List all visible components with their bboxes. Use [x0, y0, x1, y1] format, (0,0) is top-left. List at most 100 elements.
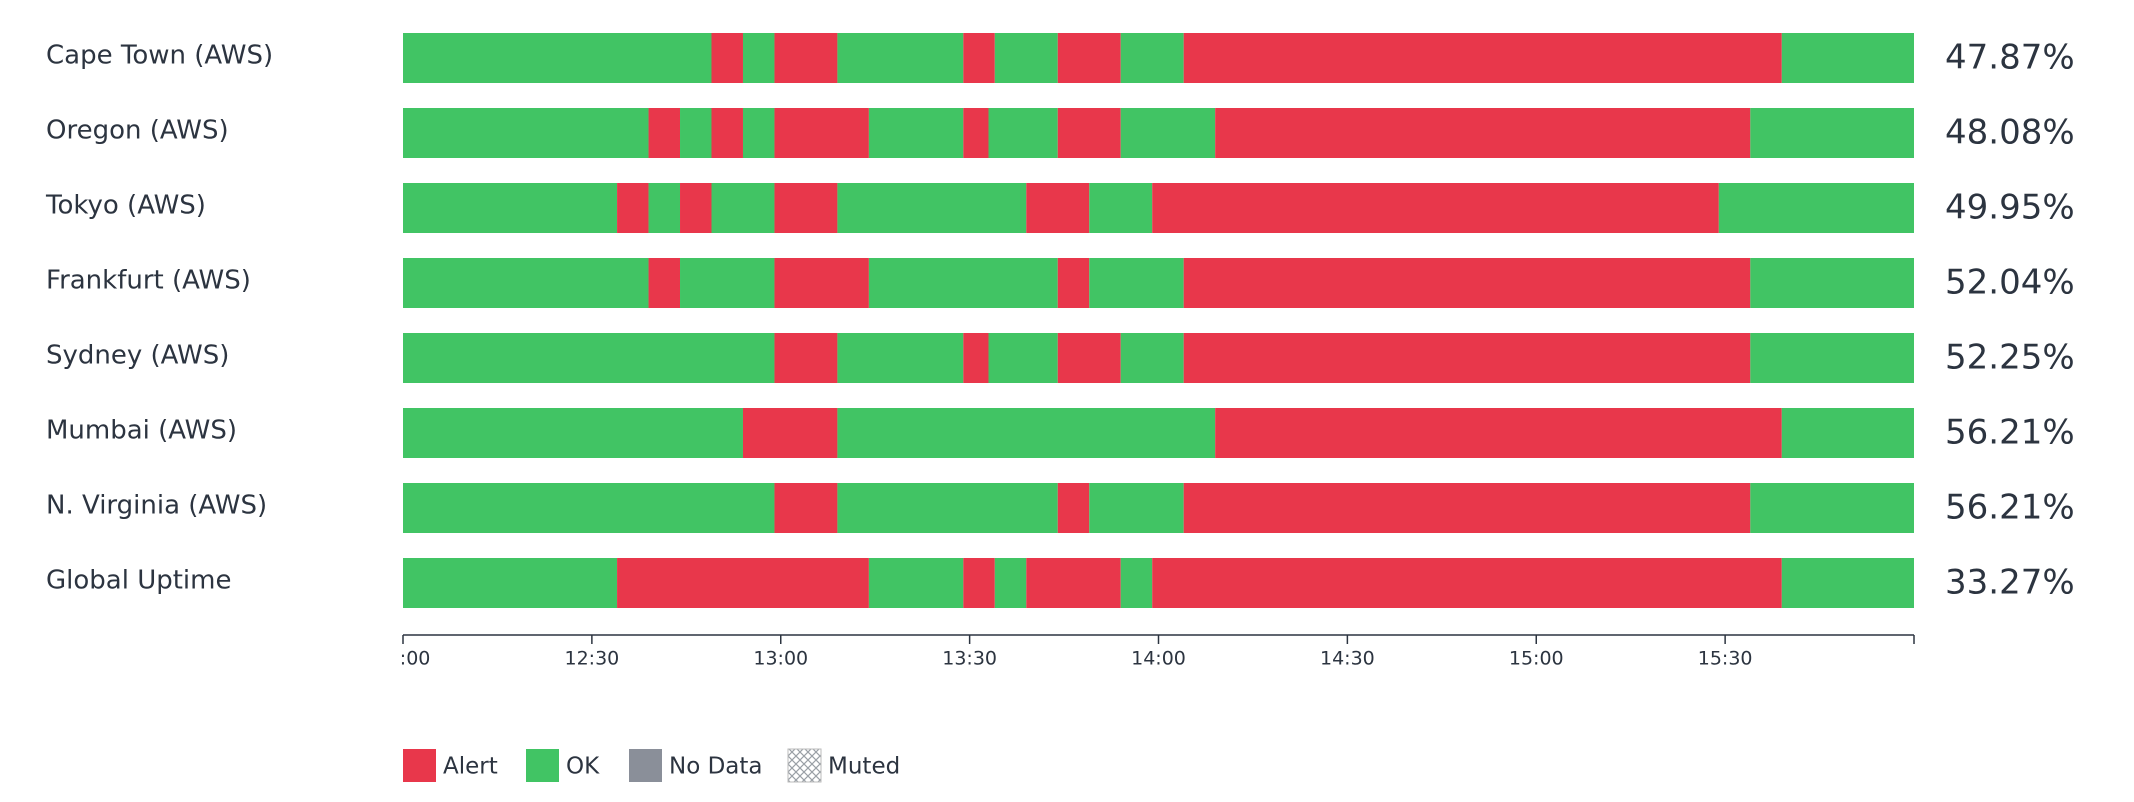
- status-segment: [988, 108, 1058, 158]
- status-segment: [963, 108, 989, 158]
- legend-label: OK: [566, 754, 600, 780]
- x-tick-label: 14:00: [1131, 648, 1186, 670]
- status-segment: [680, 108, 712, 158]
- legend-swatch: [403, 749, 436, 782]
- status-segment: [403, 183, 618, 233]
- status-segment: [403, 483, 775, 533]
- status-segment: [403, 258, 649, 308]
- status-segment: [1781, 408, 1914, 458]
- status-segment: [837, 408, 1216, 458]
- x-tick-label: 12:00: [376, 648, 431, 670]
- uptime-value: 47.87%: [1945, 38, 2075, 78]
- status-segment: [963, 558, 995, 608]
- x-tick-label: 12:30: [564, 648, 619, 670]
- legend-label: Alert: [443, 754, 498, 780]
- uptime-value: 52.04%: [1945, 263, 2075, 303]
- status-segment: [837, 183, 1027, 233]
- uptime-value: 56.21%: [1945, 488, 2075, 528]
- uptime-value: 49.95%: [1945, 188, 2075, 228]
- legend-swatch: [787, 748, 822, 783]
- status-segment: [774, 483, 838, 533]
- status-segment: [711, 108, 743, 158]
- status-segment: [868, 258, 1058, 308]
- x-tick-label: 14:30: [1320, 648, 1375, 670]
- status-segment: [680, 183, 712, 233]
- status-segment: [1152, 183, 1719, 233]
- status-segment: [774, 183, 838, 233]
- status-segment: [1120, 33, 1184, 83]
- status-segment: [1120, 108, 1216, 158]
- uptime-value: 33.27%: [1945, 563, 2075, 603]
- status-segment: [1089, 258, 1184, 308]
- status-segment: [1718, 183, 1914, 233]
- status-segment: [1057, 483, 1090, 533]
- status-segment: [1057, 33, 1121, 83]
- row-label: N. Virginia (AWS): [46, 491, 267, 521]
- row-label: Global Uptime: [46, 566, 231, 596]
- status-segment: [711, 33, 743, 83]
- x-tick-label: 15:00: [1509, 648, 1564, 670]
- status-segment: [988, 333, 1058, 383]
- status-segment: [617, 558, 869, 608]
- status-segment: [994, 33, 1058, 83]
- status-segment: [868, 558, 964, 608]
- status-segment: [1057, 108, 1121, 158]
- status-segment: [774, 33, 838, 83]
- status-segment: [1183, 258, 1751, 308]
- status-segment: [648, 183, 681, 233]
- status-segment: [868, 108, 964, 158]
- status-segment: [1183, 33, 1782, 83]
- legend-swatch: [526, 749, 559, 782]
- status-segment: [711, 183, 775, 233]
- status-segment: [1750, 333, 1914, 383]
- status-segment: [1026, 183, 1090, 233]
- status-segment: [742, 408, 838, 458]
- status-segment: [1781, 33, 1914, 83]
- uptime-value: 48.08%: [1945, 113, 2075, 153]
- status-segment: [680, 258, 775, 308]
- x-tick-label: 13:00: [753, 648, 808, 670]
- status-segment: [1057, 258, 1090, 308]
- status-segment: [1750, 483, 1914, 533]
- status-segment: [1026, 558, 1121, 608]
- status-segment: [1057, 333, 1121, 383]
- status-segment: [1089, 183, 1153, 233]
- row-label: Tokyo (AWS): [45, 191, 206, 221]
- status-segment: [1215, 108, 1751, 158]
- status-segment: [774, 258, 869, 308]
- status-segment: [403, 33, 712, 83]
- row-label: Oregon (AWS): [46, 116, 229, 146]
- status-segment: [774, 333, 838, 383]
- status-segment: [403, 108, 649, 158]
- status-segment: [963, 333, 989, 383]
- status-segment: [1120, 333, 1184, 383]
- row-label: Sydney (AWS): [46, 341, 229, 371]
- status-segment: [1215, 408, 1782, 458]
- uptime-value: 52.25%: [1945, 338, 2075, 378]
- status-segment: [403, 558, 618, 608]
- legend-label: No Data: [669, 754, 763, 780]
- status-segment: [1750, 258, 1914, 308]
- status-segment: [403, 333, 775, 383]
- status-segment: [403, 408, 743, 458]
- legend-label: Muted: [828, 754, 900, 780]
- row-label: Frankfurt (AWS): [46, 266, 251, 296]
- uptime-value: 56.21%: [1945, 413, 2075, 453]
- status-segment: [648, 258, 681, 308]
- row-label: Mumbai (AWS): [46, 416, 237, 446]
- x-tick-label: 13:30: [942, 648, 997, 670]
- status-segment: [774, 108, 869, 158]
- status-segment: [742, 108, 775, 158]
- row-label: Cape Town (AWS): [46, 41, 273, 71]
- status-segment: [837, 333, 964, 383]
- status-segment: [837, 33, 964, 83]
- status-segment: [617, 183, 649, 233]
- legend-swatch: [629, 749, 662, 782]
- status-segment: [1781, 558, 1914, 608]
- status-segment: [742, 33, 775, 83]
- status-segment: [1750, 108, 1914, 158]
- status-segment: [837, 483, 1058, 533]
- status-segment: [1183, 483, 1751, 533]
- x-tick-label: 15:30: [1698, 648, 1753, 670]
